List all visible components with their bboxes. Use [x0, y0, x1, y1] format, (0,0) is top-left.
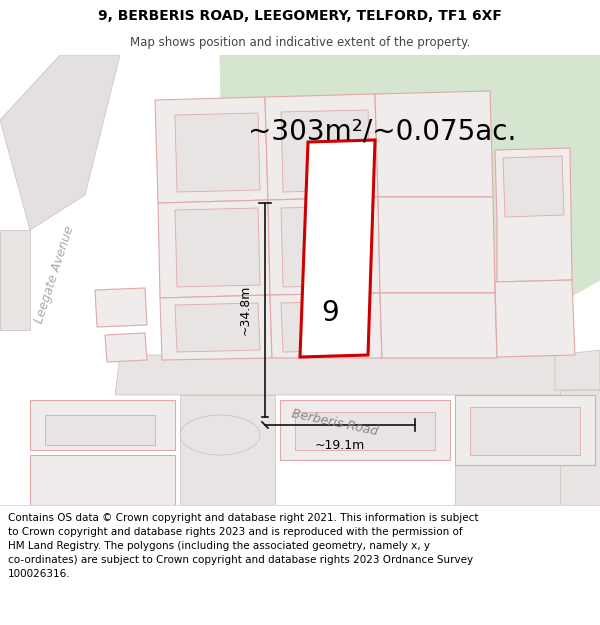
Polygon shape — [470, 407, 580, 455]
Polygon shape — [295, 412, 435, 450]
Text: Berberis Road: Berberis Road — [290, 408, 379, 439]
Polygon shape — [375, 91, 493, 197]
Polygon shape — [265, 94, 378, 200]
Polygon shape — [281, 206, 370, 287]
Polygon shape — [175, 303, 260, 352]
Polygon shape — [300, 140, 375, 357]
Text: 9, BERBERIS ROAD, LEEGOMERY, TELFORD, TF1 6XF: 9, BERBERIS ROAD, LEEGOMERY, TELFORD, TF… — [98, 9, 502, 24]
Polygon shape — [455, 395, 595, 465]
Polygon shape — [95, 288, 147, 327]
Polygon shape — [380, 293, 497, 358]
Polygon shape — [180, 395, 275, 505]
Polygon shape — [0, 55, 120, 230]
Polygon shape — [175, 113, 260, 192]
Text: Leegate Avenue: Leegate Avenue — [33, 224, 77, 326]
Polygon shape — [115, 355, 575, 395]
Text: ~34.8m: ~34.8m — [239, 285, 252, 335]
Polygon shape — [0, 230, 30, 330]
Polygon shape — [175, 208, 260, 287]
Polygon shape — [495, 148, 572, 282]
Polygon shape — [503, 156, 564, 217]
Polygon shape — [160, 295, 272, 360]
Polygon shape — [30, 400, 175, 450]
Ellipse shape — [180, 415, 260, 455]
Polygon shape — [455, 460, 580, 505]
Text: Contains OS data © Crown copyright and database right 2021. This information is : Contains OS data © Crown copyright and d… — [8, 513, 479, 579]
Polygon shape — [555, 350, 600, 390]
Text: ~303m²/~0.075ac.: ~303m²/~0.075ac. — [248, 117, 517, 145]
Polygon shape — [281, 301, 370, 352]
Polygon shape — [281, 110, 370, 192]
Polygon shape — [378, 197, 495, 293]
Polygon shape — [560, 390, 600, 505]
Polygon shape — [280, 400, 450, 460]
Polygon shape — [495, 280, 575, 357]
Polygon shape — [30, 455, 175, 505]
Polygon shape — [155, 97, 268, 203]
Text: Map shows position and indicative extent of the property.: Map shows position and indicative extent… — [130, 36, 470, 49]
Polygon shape — [268, 197, 380, 295]
Polygon shape — [158, 200, 270, 298]
Text: 9: 9 — [321, 299, 339, 327]
Polygon shape — [220, 55, 600, 365]
Text: ~19.1m: ~19.1m — [315, 439, 365, 452]
Polygon shape — [105, 333, 147, 362]
Polygon shape — [270, 293, 382, 358]
Polygon shape — [45, 415, 155, 445]
